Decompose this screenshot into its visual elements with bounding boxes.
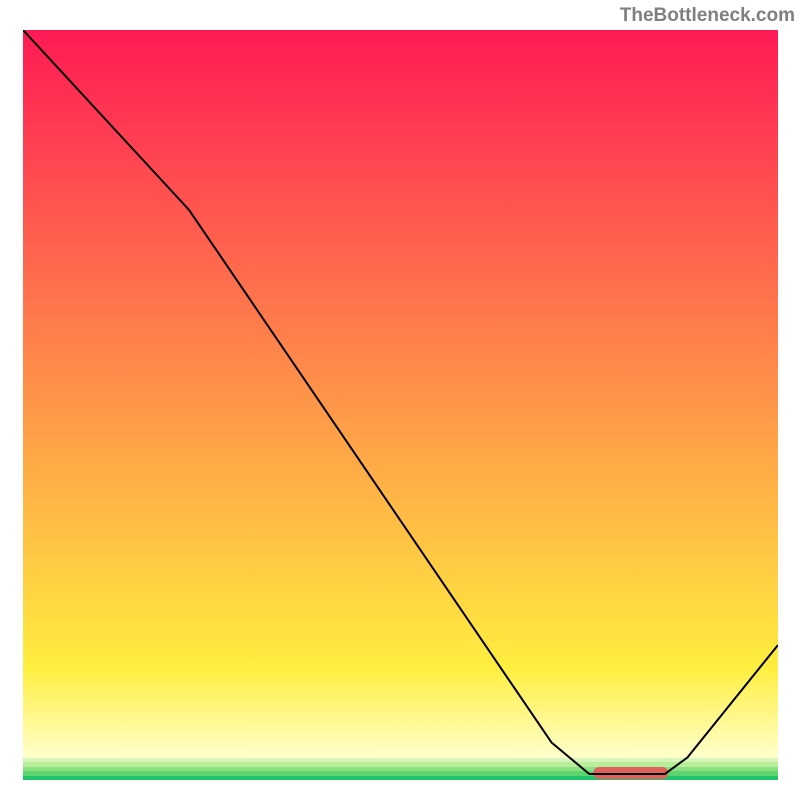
chart-container: TheBottleneck.com: [0, 0, 800, 800]
plot-area: [23, 30, 778, 780]
bottleneck-curve: [23, 30, 778, 780]
bottleneck-curve-path: [23, 30, 778, 774]
attribution-label: TheBottleneck.com: [620, 5, 795, 27]
